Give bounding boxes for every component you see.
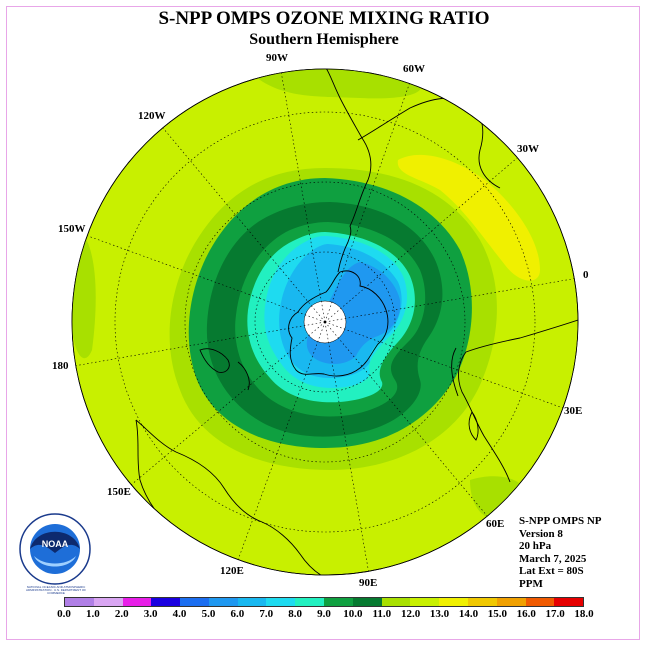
- colorbar-swatch: [208, 598, 238, 606]
- colorbar-swatch: [381, 598, 411, 606]
- colorbar-labels: 0.0 1.0 2.0 3.0 4.0 5.0 6.0 7.0 8.0 9.0 10.0 11.0 12…: [0, 608, 648, 622]
- lon-label-150w: 150W: [58, 223, 86, 235]
- colorbar-swatch: [122, 598, 152, 606]
- info-lat-extent: Lat Ext = 80S: [519, 565, 584, 577]
- colorbar-tick-label: 9.0: [317, 608, 331, 620]
- colorbar-swatch: [237, 598, 267, 606]
- noaa-logo: [19, 513, 91, 585]
- colorbar-swatch: [410, 598, 440, 606]
- colorbar: [64, 597, 584, 607]
- colorbar-tick-label: 5.0: [201, 608, 216, 620]
- map-title: S-NPP OMPS OZONE MIXING RATIO: [158, 8, 490, 29]
- lon-label-180: 180: [52, 360, 69, 372]
- lon-label-30w: 30W: [517, 143, 539, 155]
- colorbar-tick-label: 11.0: [372, 608, 392, 620]
- info-units: PPM: [519, 577, 543, 590]
- colorbar-tick-label: 8.0: [288, 608, 302, 620]
- info-instrument: S-NPP OMPS NP: [519, 515, 602, 527]
- lon-label-60e: 60E: [486, 518, 505, 530]
- lon-label-90e: 90E: [359, 577, 378, 589]
- colorbar-tick-label: 3.0: [143, 608, 158, 620]
- colorbar-tick-label: 14.0: [458, 608, 479, 620]
- colorbar-tick-label: 4.0: [172, 608, 187, 620]
- colorbar-tick-label: 15.0: [487, 608, 507, 620]
- lon-label-120e: 120E: [220, 565, 244, 577]
- info-date: March 7, 2025: [519, 552, 587, 565]
- colorbar-swatch: [467, 598, 497, 606]
- colorbar-swatch: [496, 598, 526, 606]
- colorbar-tick-label: 12.0: [401, 608, 421, 620]
- latitude-circles: [114, 111, 536, 533]
- colorbar-swatch: [295, 598, 325, 606]
- colorbar-tick-label: 0.0: [57, 608, 71, 620]
- figure-frame: [6, 6, 640, 640]
- colorbar-swatch: [266, 598, 296, 606]
- info-version: Version 8: [519, 527, 563, 540]
- meridians: [73, 70, 578, 575]
- colorbar-tick-label: 2.0: [114, 608, 129, 620]
- colorbar-swatch: [65, 598, 94, 606]
- colorbar-swatch: [352, 598, 382, 606]
- info-block: S-NPP OMPS NP Version 8 20 hPa March 7, …: [519, 515, 602, 590]
- colorbar-tick-label: 13.0: [429, 608, 450, 620]
- colorbar-swatch: [554, 598, 584, 606]
- map-subtitle: Southern Hemisphere: [249, 31, 399, 48]
- colorbar-tick-label: 18.0: [574, 608, 594, 620]
- colorbar-swatch: [180, 598, 209, 606]
- colorbar-swatch: [93, 598, 123, 606]
- colorbar-tick-label: 1.0: [86, 608, 100, 620]
- ozone-band-13: [397, 154, 540, 281]
- lon-label-60w: 60W: [403, 63, 425, 75]
- lon-label-150e: 150E: [107, 486, 131, 498]
- colorbar-swatch: [324, 598, 353, 606]
- colorbar-tick-label: 7.0: [259, 608, 274, 620]
- colorbar-tick-label: 17.0: [545, 608, 565, 620]
- lon-label-30e: 30E: [564, 405, 583, 417]
- colorbar-tick-label: 16.0: [516, 608, 536, 620]
- colorbar-swatch: [525, 598, 555, 606]
- colorbar-swatch: [151, 598, 181, 606]
- noaa-logo-text: NOAA: [41, 539, 69, 549]
- lon-label-0: 0: [583, 269, 589, 281]
- info-pressure-level: 20 hPa: [519, 540, 552, 552]
- lon-label-120w: 120W: [138, 110, 166, 122]
- colorbar-swatch: [439, 598, 468, 606]
- lon-label-90w: 90W: [266, 52, 288, 64]
- colorbar-tick-label: 10.0: [343, 608, 363, 620]
- noaa-logo-ring-text: NATIONAL OCEANIC AND ATMOSPHERIC ADMINIS…: [25, 585, 87, 595]
- colorbar-tick-label: 6.0: [230, 608, 245, 620]
